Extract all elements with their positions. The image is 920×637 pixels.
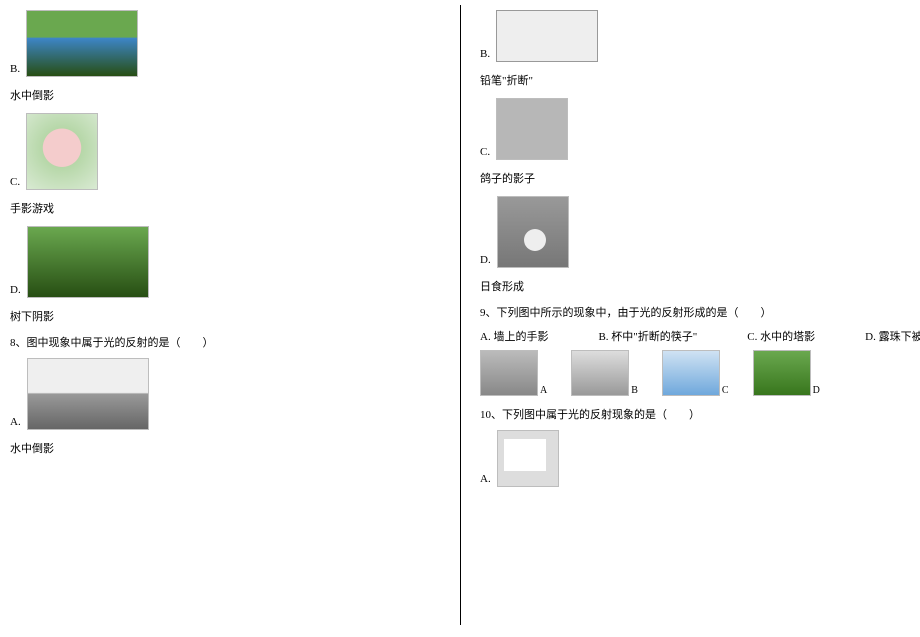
option-b-row: B.: [10, 10, 430, 77]
option-letter: A.: [10, 417, 21, 430]
image-tag: A: [540, 385, 547, 396]
q9-image-d: D: [753, 350, 820, 396]
question-9-text: 9、下列图中所示的现象中，由于光的反射形成的是（ ）: [480, 304, 910, 320]
option-letter: B.: [10, 64, 20, 77]
q9-optB: B. 杯中"折断的筷子": [598, 328, 697, 344]
option-b-row: B.: [480, 10, 910, 62]
image-tag: C: [722, 385, 729, 396]
hand-shadow-small-image: [480, 350, 538, 396]
image-tag: B: [631, 385, 638, 396]
q9-option-labels: A. 墙上的手影 B. 杯中"折断的筷子" C. 水中的塔影 D. 露珠下被放大…: [480, 328, 910, 344]
option-d-row: D.: [10, 226, 430, 298]
q9-image-a: A: [480, 350, 547, 396]
question-10-text: 10、下列图中属于光的反射现象的是（ ）: [480, 406, 910, 422]
bridge-reflection-image: [26, 10, 138, 77]
option-letter: B.: [480, 49, 490, 62]
option-c-row: C.: [10, 113, 430, 190]
dewdrop-magnify-image: [753, 350, 811, 396]
option-caption: 水中倒影: [10, 87, 430, 103]
q9-image-c: C: [662, 350, 729, 396]
option-caption: 手影游戏: [10, 200, 430, 216]
q9-image-row: A B C D: [480, 350, 910, 396]
q9-optD: D. 露珠下被放大的草叶: [865, 328, 920, 344]
tree-shadow-image: [27, 226, 149, 298]
tower-reflection-image: [662, 350, 720, 396]
pencil-refraction-image: [496, 10, 598, 62]
mountain-reflection-image: [27, 358, 149, 430]
option-letter: D.: [10, 285, 21, 298]
q10-option-a-row: A.: [480, 430, 910, 487]
q9-optC: C. 水中的塔影: [747, 328, 815, 344]
option-d-row: D.: [480, 196, 910, 268]
option-c-row: C.: [480, 98, 910, 160]
option-caption: 水中倒影: [10, 440, 430, 456]
column-divider: [460, 5, 461, 625]
q8-option-a-row: A.: [10, 358, 430, 430]
option-caption: 日食形成: [480, 278, 910, 294]
question-8-text: 8、图中现象中属于光的反射的是（ ）: [10, 334, 430, 350]
hand-shadow-image: [26, 113, 98, 190]
left-column: B. 水中倒影 C. 手影游戏 D. 树下阴影 8、图中现象中属于光的反射的是（…: [0, 0, 440, 476]
chopsticks-refraction-image: [571, 350, 629, 396]
option-caption: 铅笔"折断": [480, 72, 910, 88]
eclipse-image: [497, 196, 569, 268]
book-image: [497, 430, 559, 487]
option-letter: C.: [480, 147, 490, 160]
image-tag: D: [813, 385, 820, 396]
q9-optA: A. 墙上的手影: [480, 328, 548, 344]
option-caption: 鸽子的影子: [480, 170, 910, 186]
option-letter: C.: [10, 177, 20, 190]
right-column: B. 铅笔"折断" C. 鸽子的影子 D. 日食形成 9、下列图中所示的现象中，…: [470, 0, 920, 507]
pigeon-shadow-image: [496, 98, 568, 160]
q9-image-b: B: [571, 350, 638, 396]
option-caption: 树下阴影: [10, 308, 430, 324]
option-letter: A.: [480, 474, 491, 487]
option-letter: D.: [480, 255, 491, 268]
